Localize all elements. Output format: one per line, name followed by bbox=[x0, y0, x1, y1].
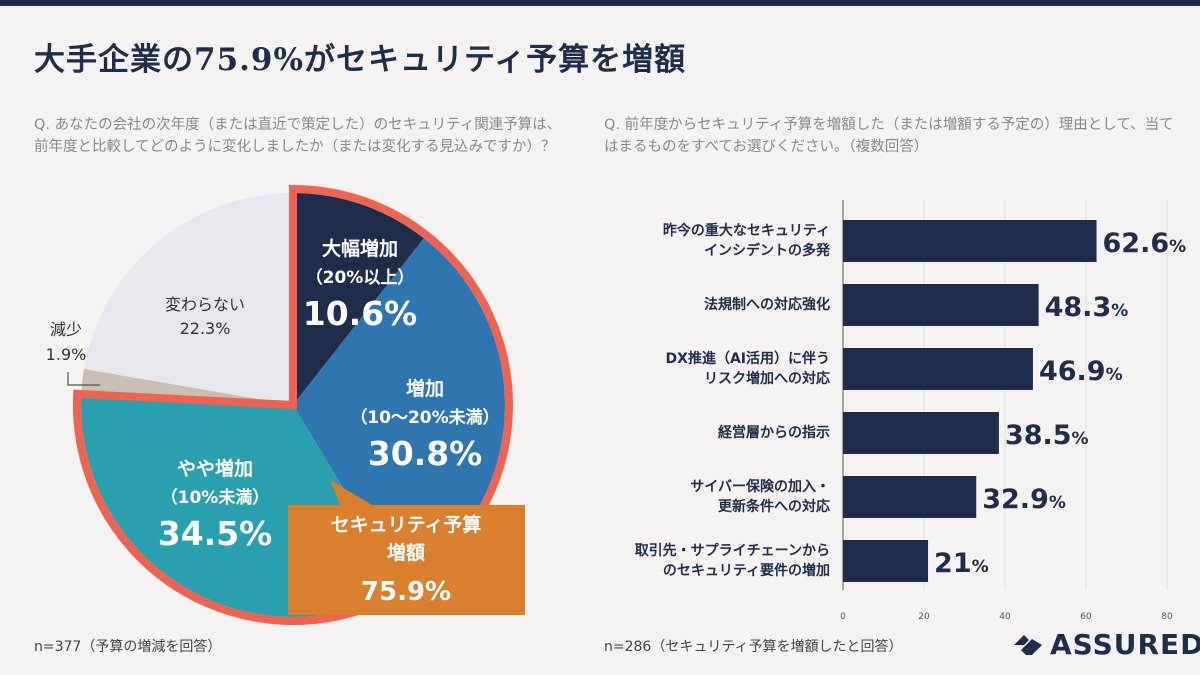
bar-category-line: のセキュリティ要件の増加 bbox=[662, 563, 830, 579]
right-question: Q. 前年度からセキュリティ予算を増額した（または増額する予定の）理由として、当… bbox=[604, 117, 1174, 155]
pie-value: 1.9% bbox=[46, 345, 87, 364]
pie-slice bbox=[293, 238, 505, 587]
bar bbox=[843, 348, 1033, 390]
bar-value-label: 46.9% bbox=[1039, 356, 1123, 387]
bar-value-label: 38.5% bbox=[1005, 420, 1089, 451]
logo-text: ASSURED bbox=[1050, 628, 1200, 661]
bar-category-line: 取引先・サプライチェーンから bbox=[634, 543, 830, 559]
bar bbox=[843, 220, 1097, 262]
pie-value: 30.8% bbox=[368, 434, 483, 473]
pie-value: 10.6% bbox=[303, 294, 418, 333]
bar bbox=[843, 540, 929, 582]
bar-category-line: 更新条件への対応 bbox=[718, 499, 830, 515]
bar-value-unit: % bbox=[972, 557, 989, 577]
pie-sublabel: （10〜20%未満） bbox=[350, 407, 499, 428]
bar bbox=[843, 412, 999, 454]
bar-value-label: 48.3% bbox=[1045, 292, 1129, 323]
pie-value: 34.5% bbox=[158, 514, 273, 553]
pie-label: 増加 bbox=[406, 377, 444, 400]
pie-value: 22.3% bbox=[180, 319, 231, 338]
bar-category-label: 取引先・サプライチェーンからのセキュリティ要件の増加 bbox=[530, 541, 830, 581]
pie-slice bbox=[84, 193, 293, 405]
bar-value-label: 62.6% bbox=[1103, 228, 1187, 259]
increase-callout-box bbox=[288, 480, 525, 615]
bar bbox=[843, 476, 977, 518]
bar-category-line: 経営層からの指示 bbox=[718, 425, 830, 441]
bar-category-line: DX推進（AI活用）に伴う bbox=[665, 351, 830, 367]
bar-category-label: 経営層からの指示 bbox=[530, 423, 830, 443]
x-tick-label: 20 bbox=[918, 612, 930, 622]
assured-logo: ASSURED bbox=[1010, 628, 1200, 661]
top-bar bbox=[0, 0, 1200, 6]
bar-category-line: リスク増加への対応 bbox=[704, 371, 830, 387]
callout-label: セキュリティ予算 bbox=[331, 513, 482, 536]
callout-label: 増額 bbox=[387, 541, 425, 564]
bar-category-line: 法規制への対応強化 bbox=[704, 297, 830, 313]
x-tick-label: 80 bbox=[1161, 612, 1173, 622]
pie-sublabel: （10%未満） bbox=[161, 487, 270, 508]
x-tick-label: 0 bbox=[840, 612, 846, 622]
leader-line bbox=[67, 372, 100, 386]
bar-value-unit: % bbox=[1049, 493, 1066, 513]
bar-value-unit: % bbox=[1106, 365, 1123, 385]
page-title: 大手企業の75.9%がセキュリティ予算を増額 bbox=[34, 42, 687, 78]
pie-label: 大幅増加 bbox=[322, 237, 398, 260]
bar bbox=[843, 284, 1039, 326]
bar-value-unit: % bbox=[1072, 429, 1089, 449]
pie-label: 変わらない bbox=[165, 295, 245, 314]
x-tick-label: 60 bbox=[1080, 612, 1092, 622]
right-sample-note: n=286（セキュリティ予算を増額したと回答） bbox=[604, 639, 903, 655]
bar-category-label: DX推進（AI活用）に伴うリスク増加への対応 bbox=[530, 349, 830, 389]
bar-category-label: 昨今の重大なセキュリティインシデントの多発 bbox=[530, 221, 830, 261]
pie-sublabel: （20%以上） bbox=[306, 267, 415, 288]
bar-value-label: 32.9% bbox=[982, 484, 1066, 515]
bar-category-label: 法規制への対応強化 bbox=[530, 295, 830, 315]
logo-mark-icon bbox=[1014, 634, 1042, 655]
bar-category-line: インシデントの多発 bbox=[704, 243, 830, 259]
pie-slice bbox=[293, 193, 424, 405]
bar-value-unit: % bbox=[1169, 237, 1186, 257]
bar-category-line: サイバー保険の加入・ bbox=[690, 479, 830, 495]
pie-label: やや増加 bbox=[177, 457, 253, 480]
left-question: Q. あなたの会社の次年度（または直近で策定した）のセキュリティ関連予算は、前年… bbox=[34, 117, 562, 155]
x-tick-label: 40 bbox=[999, 612, 1011, 622]
bar-value-label: 21% bbox=[934, 548, 989, 579]
left-sample-note: n=377（予算の増減を回答） bbox=[34, 639, 222, 655]
pie-label: 減少 bbox=[50, 320, 82, 339]
bar-value-unit: % bbox=[1111, 301, 1128, 321]
bar-category-line: 昨今の重大なセキュリティ bbox=[662, 223, 830, 239]
bar-category-label: サイバー保険の加入・更新条件への対応 bbox=[530, 477, 830, 517]
callout-value: 75.9% bbox=[361, 577, 451, 607]
